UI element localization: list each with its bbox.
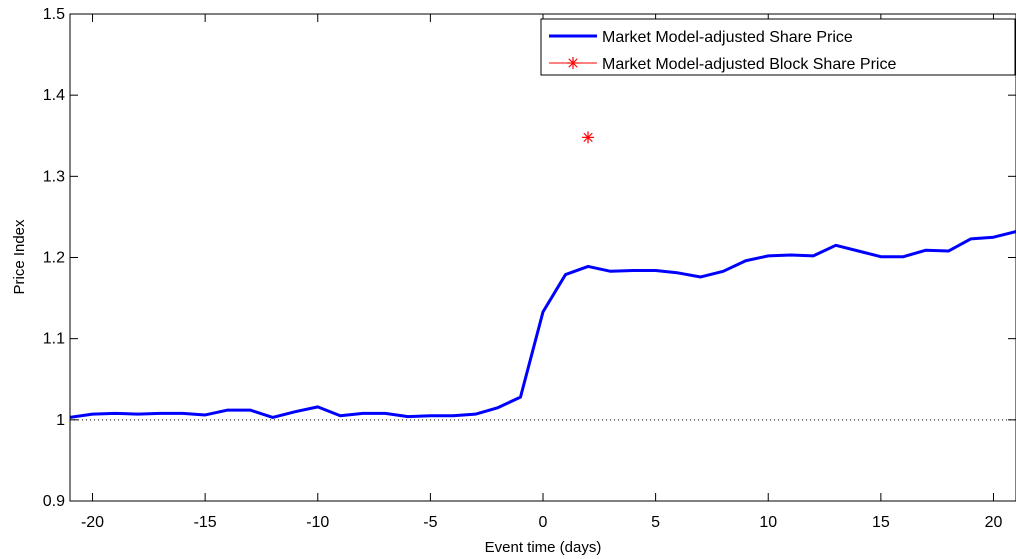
legend-label-share-price: Market Model-adjusted Share Price [602, 29, 853, 46]
y-tick-label: 1.3 [43, 168, 65, 185]
legend-label-block-share-price: Market Model-adjusted Block Share Price [602, 56, 896, 73]
x-tick-label: -5 [423, 514, 437, 531]
x-tick-label: -15 [194, 514, 217, 531]
y-tick-label: 1.2 [43, 250, 65, 267]
y-tick-label: 1.1 [43, 331, 65, 348]
data-point-block-share-price [582, 131, 595, 144]
tick-layer: -20 -15 -10 -5 0 5 10 15 20 0.9 1 1.1 1.2 1.3 1.4 1.5 [43, 6, 1016, 531]
y-tick-label: 1.5 [43, 6, 65, 23]
series-layer [69, 131, 1016, 419]
plot-background [70, 14, 1016, 501]
y-tick-label: 1 [56, 412, 65, 429]
y-tick-label: 1.4 [43, 87, 65, 104]
legend: Market Model-adjusted Share Price Market… [540, 18, 1016, 76]
y-tick-label: 0.9 [43, 493, 65, 510]
x-tick-label: -20 [81, 514, 104, 531]
series-line-share-price [69, 230, 1016, 419]
x-tick-label: 15 [872, 514, 890, 531]
x-tick-label: 0 [539, 514, 548, 531]
legend-marker-block-share-price [567, 57, 579, 69]
x-tick-label: -10 [306, 514, 329, 531]
legend-asterisk-icon [567, 57, 579, 69]
legend-box [540, 18, 1016, 76]
x-axis-title: Event time (days) [485, 539, 602, 556]
x-tick-label: 20 [985, 514, 1003, 531]
x-tick-label: 5 [651, 514, 660, 531]
x-tick-label: 10 [759, 514, 777, 531]
y-axis-title: Price Index [11, 219, 28, 295]
